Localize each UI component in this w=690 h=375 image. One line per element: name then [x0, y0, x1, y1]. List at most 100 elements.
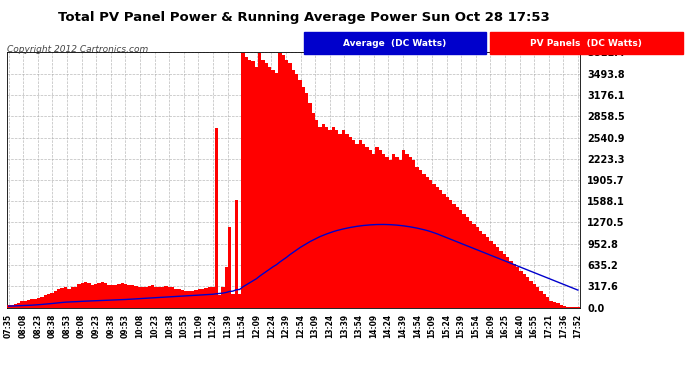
Bar — [486, 237, 489, 308]
Bar — [302, 87, 305, 308]
Bar — [406, 154, 408, 308]
Bar — [7, 306, 10, 308]
Bar — [489, 241, 493, 308]
Bar — [265, 63, 268, 308]
Bar — [168, 287, 171, 308]
Bar — [191, 291, 195, 308]
Bar — [462, 214, 466, 308]
Bar — [221, 287, 224, 308]
Bar — [87, 284, 90, 308]
Bar — [516, 267, 520, 308]
Bar — [540, 291, 543, 308]
Bar — [395, 157, 399, 308]
Bar — [392, 154, 395, 308]
Bar — [292, 70, 295, 308]
Bar — [529, 281, 533, 308]
Bar — [502, 254, 506, 308]
Bar — [30, 300, 34, 307]
Bar — [278, 53, 282, 308]
Bar — [482, 234, 486, 308]
Bar — [235, 201, 238, 308]
Text: Copyright 2012 Cartronics.com: Copyright 2012 Cartronics.com — [7, 45, 148, 54]
Bar — [288, 63, 292, 308]
Bar — [446, 197, 449, 308]
Bar — [359, 140, 362, 308]
Bar — [342, 130, 345, 308]
Bar — [335, 130, 339, 308]
Bar — [285, 60, 288, 308]
Bar — [238, 294, 242, 307]
Bar — [352, 140, 355, 308]
Bar — [10, 305, 14, 308]
Bar — [408, 157, 412, 308]
Bar — [141, 287, 144, 308]
Bar — [522, 274, 526, 308]
Bar — [271, 70, 275, 308]
Bar — [208, 287, 211, 308]
Bar — [204, 288, 208, 308]
Bar — [496, 247, 500, 308]
Bar — [64, 287, 67, 308]
Bar — [20, 302, 23, 307]
Bar — [442, 194, 446, 308]
Bar — [231, 294, 235, 307]
Bar — [178, 290, 181, 308]
Bar — [455, 207, 459, 308]
Bar — [198, 290, 201, 308]
Bar — [322, 123, 325, 308]
Bar — [435, 187, 439, 308]
Bar — [108, 285, 110, 308]
Bar — [345, 134, 348, 308]
Bar — [117, 284, 121, 308]
Bar — [325, 127, 328, 308]
Bar — [104, 284, 108, 308]
Bar — [479, 231, 482, 308]
Bar — [61, 288, 64, 308]
Bar — [399, 160, 402, 308]
Bar — [549, 301, 553, 307]
Bar — [144, 287, 148, 308]
Bar — [43, 296, 47, 307]
Bar — [94, 284, 97, 308]
Bar — [27, 300, 30, 307]
Bar — [526, 278, 529, 308]
Bar — [520, 271, 522, 308]
Bar — [490, 32, 683, 54]
Bar — [298, 80, 302, 308]
Bar — [195, 290, 198, 308]
Bar — [282, 55, 285, 308]
Bar — [305, 93, 308, 308]
Bar — [439, 190, 442, 308]
Bar — [385, 157, 388, 308]
Bar — [315, 120, 318, 308]
Bar — [148, 286, 151, 308]
Bar — [161, 287, 164, 308]
Bar — [50, 294, 54, 308]
Bar — [382, 154, 385, 308]
Bar — [328, 130, 332, 308]
Bar — [157, 287, 161, 308]
Bar — [151, 285, 155, 308]
Bar — [372, 154, 375, 308]
Bar — [318, 127, 322, 308]
Bar — [218, 296, 221, 307]
Bar — [37, 298, 41, 307]
Bar — [54, 291, 57, 308]
Bar — [362, 144, 365, 308]
Bar — [124, 284, 128, 308]
Bar — [110, 285, 114, 308]
Bar — [268, 67, 271, 308]
Bar — [476, 227, 479, 308]
Bar — [251, 61, 255, 308]
Bar — [97, 283, 101, 308]
Bar — [171, 287, 175, 308]
Bar — [429, 180, 432, 308]
Bar — [121, 284, 124, 308]
Bar — [506, 257, 509, 307]
Bar — [422, 174, 426, 308]
Bar — [128, 285, 131, 308]
Bar — [426, 177, 429, 308]
Bar — [402, 150, 406, 308]
Bar — [543, 294, 546, 307]
Bar — [365, 147, 368, 308]
